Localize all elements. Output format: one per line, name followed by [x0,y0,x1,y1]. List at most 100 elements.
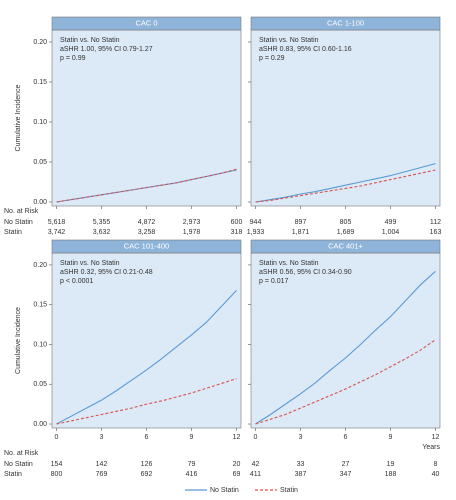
y-tick-label: 0.20 [33,39,47,46]
panel-title: CAC 101-400 [124,241,169,250]
panel-header [250,239,441,254]
series-line [255,163,436,203]
risk-count: 805 [340,219,352,226]
series-line [255,270,436,425]
y-axis-label: Cumulative Incidence [15,307,22,374]
risk-row-name: Statin [4,229,22,236]
risk-row-name: Statin [4,471,22,478]
risk-count: 3,258 [138,229,156,236]
risk-count: 69 [233,471,241,478]
risk-count: 2,973 [183,219,201,226]
series-line [56,168,237,203]
annotation: p = 0.99 [60,55,86,62]
panel-title: CAC 0 [135,18,157,27]
y-tick-label: 0.15 [33,79,47,86]
risk-count: 163 [430,229,442,236]
y-tick-label: 0.10 [33,341,47,348]
risk-count: 769 [96,471,108,478]
annotation: Statin vs. No Statin [259,37,319,44]
risk-count: 142 [96,461,108,468]
series-line [255,169,436,203]
risk-count: 154 [51,461,63,468]
x-tick-label: 6 [344,434,348,441]
risk-count: 3,632 [93,229,111,236]
x-axis-label: Years [422,444,440,451]
annotation: aSHR 0.56, 95% CI 0.34-0.90 [259,269,352,276]
legend-label: No Statin [210,487,239,494]
x-tick-label: 6 [145,434,149,441]
risk-count: 347 [340,471,352,478]
annotation: aSHR 1.00, 95% CI 0.79-1.27 [60,46,153,53]
risk-count: 5,355 [93,219,111,226]
risk-count: 411 [250,471,261,478]
risk-row-name: No Statin [4,219,33,226]
series-line [56,378,237,425]
x-tick-label: 0 [254,434,258,441]
risk-count: 944 [250,219,262,226]
risk-count: 600 [231,219,243,226]
y-tick-label: 0.00 [33,421,47,428]
risk-count: 188 [385,471,397,478]
risk-count: 1,871 [292,229,310,236]
y-tick-label: 0.15 [33,302,47,309]
series-line [255,339,436,425]
panel-title: CAC 401+ [328,241,363,250]
risk-count: 897 [295,219,307,226]
risk-table-title: No. at Risk [4,450,39,457]
series-line [56,290,237,425]
risk-count: 20 [233,461,241,468]
plot-area [250,252,441,429]
risk-count: 3,742 [48,229,66,236]
risk-count: 318 [231,229,243,236]
risk-count: 416 [186,471,198,478]
risk-table-title: No. at Risk [4,208,39,215]
y-tick-label: 0.05 [33,381,47,388]
risk-count: 1,933 [247,229,265,236]
panel-header [250,16,441,31]
risk-row-name: No Statin [4,461,33,468]
risk-count: 27 [342,461,350,468]
legend-label: Statin [280,487,298,494]
risk-count: 79 [188,461,196,468]
risk-count: 1,978 [183,229,201,236]
annotation: aSHR 0.32, 95% CI 0.21-0.48 [60,269,153,276]
risk-count: 499 [385,219,397,226]
y-tick-label: 0.05 [33,159,47,166]
y-tick-label: 0.20 [33,262,47,269]
risk-count: 1,004 [382,229,400,236]
risk-count: 387 [295,471,307,478]
x-tick-label: 12 [233,434,241,441]
annotation: p = 0.29 [259,55,285,62]
plot-area [250,29,441,207]
annotation: p = 0.017 [259,278,288,285]
x-tick-label: 0 [55,434,59,441]
plot-area [51,252,242,429]
x-tick-label: 9 [190,434,194,441]
x-tick-label: 3 [100,434,104,441]
risk-count: 800 [51,471,63,478]
risk-count: 33 [297,461,305,468]
risk-count: 1,689 [337,229,355,236]
annotation: aSHR 0.83, 95% CI 0.60-1.16 [259,46,352,53]
y-tick-label: 0.10 [33,119,47,126]
risk-count: 4,872 [138,219,156,226]
risk-count: 19 [387,461,395,468]
annotation: Statin vs. No Statin [60,260,120,267]
x-tick-label: 3 [299,434,303,441]
risk-count: 5,618 [48,219,66,226]
risk-count: 112 [430,219,441,226]
panel-title: CAC 1-100 [327,18,364,27]
risk-count: 40 [432,471,440,478]
risk-count: 42 [252,461,260,468]
x-tick-label: 9 [389,434,393,441]
risk-count: 8 [434,461,438,468]
risk-count: 692 [141,471,153,478]
annotation: p < 0.0001 [60,278,93,285]
risk-count: 126 [141,461,153,468]
plot-area [51,29,242,207]
annotation: Statin vs. No Statin [60,37,120,44]
panel-header [51,239,242,254]
x-tick-label: 12 [432,434,440,441]
y-axis-label: Cumulative Incidence [15,84,22,151]
y-tick-label: 0.00 [33,199,47,206]
